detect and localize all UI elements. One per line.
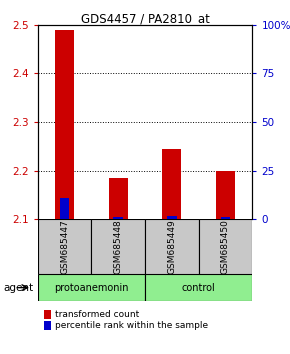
Bar <box>113 217 123 219</box>
Bar <box>199 219 252 274</box>
Bar <box>55 30 74 219</box>
Text: percentile rank within the sample: percentile rank within the sample <box>55 321 208 330</box>
Text: GSM685450: GSM685450 <box>221 219 230 274</box>
Bar <box>221 217 230 219</box>
Bar <box>145 274 252 301</box>
Text: GSM685449: GSM685449 <box>167 219 176 274</box>
Text: GDS4457 / PA2810_at: GDS4457 / PA2810_at <box>81 12 209 25</box>
Text: GSM685447: GSM685447 <box>60 219 69 274</box>
Bar <box>38 274 145 301</box>
Text: protoanemonin: protoanemonin <box>54 282 128 293</box>
Bar <box>145 219 199 274</box>
Bar <box>60 198 69 219</box>
Bar <box>109 178 128 219</box>
Text: GSM685448: GSM685448 <box>114 219 123 274</box>
Bar <box>167 216 177 219</box>
Bar <box>162 149 181 219</box>
Bar <box>91 219 145 274</box>
Bar <box>38 219 91 274</box>
Text: agent: agent <box>3 282 33 293</box>
Bar <box>216 171 235 219</box>
Text: control: control <box>182 282 215 293</box>
Text: transformed count: transformed count <box>55 310 139 319</box>
